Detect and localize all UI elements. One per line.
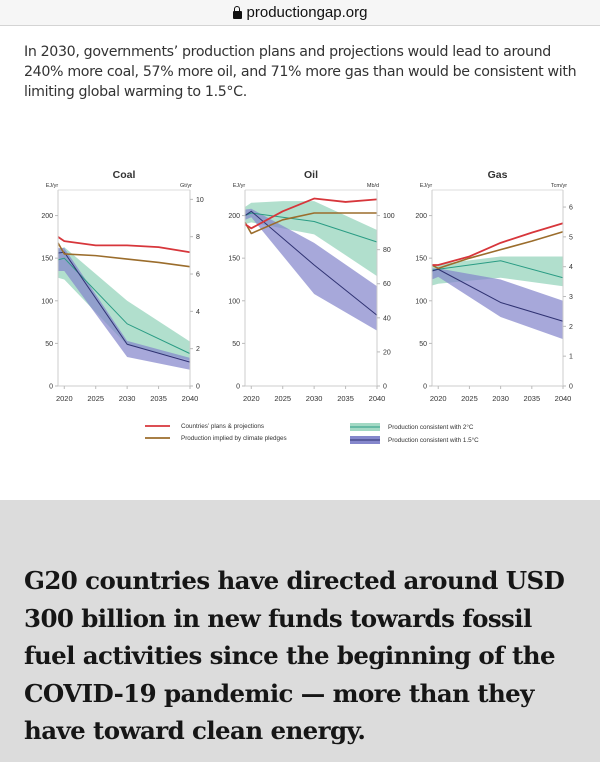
x-tick-label: 2030 <box>119 394 136 403</box>
right-tick-label: 40 <box>383 315 391 322</box>
right-tick-label: 0 <box>569 384 573 391</box>
right-tick-label: 4 <box>569 264 573 271</box>
headline-section: G20 countries have directed around USD 3… <box>0 500 600 762</box>
legend-item-plans: Countries’ plans & projections <box>145 423 264 430</box>
legend-label: Production consistent with 1.5°C <box>388 436 479 444</box>
right-tick-label: 8 <box>196 234 200 241</box>
right-tick-label: 2 <box>196 346 200 353</box>
x-tick-label: 2035 <box>150 394 167 403</box>
y-tick-label: 100 <box>415 298 427 305</box>
right-unit-label: Gt/yr <box>180 183 192 189</box>
right-tick-label: 0 <box>383 384 387 391</box>
y-tick-label: 200 <box>41 213 53 220</box>
band-2c <box>245 201 377 277</box>
y-tick-label: 200 <box>228 213 240 220</box>
panel-coal: Coal EJ/yr Gt/yr 0 50 100 150 200 0 2 4 6 8 10 2020 202… <box>41 169 204 403</box>
y-tick-label: 150 <box>415 256 427 263</box>
right-tick-label: 20 <box>383 349 391 356</box>
legend: Countries’ plans & projections Production… <box>145 423 479 444</box>
line-pledges <box>244 212 377 235</box>
panel-gas: Gas EJ/yr Tcm/yr 0 50 100 150 200 0 1 2 3 4 5 6 2020 202… <box>415 169 573 403</box>
legend-item-15c: Production consistent with 1.5°C <box>350 436 479 444</box>
panel-title: Oil <box>304 169 318 181</box>
panel-title: Coal <box>113 169 136 181</box>
x-tick-label: 2030 <box>492 394 509 403</box>
right-tick-label: 1 <box>569 354 573 361</box>
x-tick-label: 2025 <box>461 394 478 403</box>
line-pledges <box>431 230 564 270</box>
x-tick-label: 2020 <box>430 394 447 403</box>
band-2c <box>58 247 190 361</box>
line-plans <box>244 197 378 230</box>
right-tick-label: 2 <box>569 324 573 331</box>
legend-item-pledges: Production implied by climate pledges <box>145 435 287 442</box>
x-tick-label: 2035 <box>337 394 354 403</box>
y-tick-label: 0 <box>236 384 240 391</box>
y-tick-label: 0 <box>49 384 53 391</box>
line-1-5c <box>244 210 378 316</box>
panel-title: Gas <box>488 169 508 181</box>
line-2c <box>244 212 378 243</box>
right-tick-label: 6 <box>196 272 200 279</box>
line-1-5c <box>431 268 564 322</box>
right-unit-label: Mb/d <box>367 183 379 189</box>
right-tick-label: 0 <box>196 384 200 391</box>
x-tick-label: 2020 <box>243 394 260 403</box>
band-1-5c <box>58 247 190 370</box>
line-2c <box>57 257 191 355</box>
left-unit-label: EJ/yr <box>233 183 246 189</box>
band-1-5c <box>245 208 377 331</box>
lock-icon <box>232 5 242 19</box>
y-tick-label: 150 <box>41 256 53 263</box>
right-tick-label: 80 <box>383 247 391 254</box>
right-tick-label: 100 <box>383 213 395 220</box>
right-unit-label: Tcm/yr <box>551 183 567 189</box>
x-tick-label: 2040 <box>182 394 199 403</box>
y-tick-label: 100 <box>228 298 240 305</box>
x-tick-label: 2035 <box>523 394 540 403</box>
right-tick-label: 10 <box>196 197 204 204</box>
x-tick-label: 2025 <box>87 394 104 403</box>
x-tick-label: 2040 <box>369 394 386 403</box>
right-tick-label: 60 <box>383 281 391 288</box>
right-tick-label: 6 <box>569 205 573 212</box>
address-bar[interactable]: productiongap.org <box>0 0 600 26</box>
x-tick-label: 2030 <box>306 394 323 403</box>
x-tick-label: 2020 <box>56 394 73 403</box>
headline: G20 countries have directed around USD 3… <box>24 566 565 745</box>
y-tick-label: 50 <box>419 341 427 348</box>
band-1-5c <box>432 268 563 340</box>
y-tick-label: 150 <box>228 256 240 263</box>
right-tick-label: 5 <box>569 234 573 241</box>
legend-label: Production implied by climate pledges <box>181 435 287 442</box>
y-tick-label: 50 <box>45 341 53 348</box>
right-tick-label: 3 <box>569 294 573 301</box>
y-tick-label: 50 <box>232 341 240 348</box>
y-tick-label: 100 <box>41 298 53 305</box>
y-tick-label: 200 <box>415 213 427 220</box>
right-tick-label: 4 <box>196 309 200 316</box>
line-plans <box>57 236 191 254</box>
left-unit-label: EJ/yr <box>420 183 433 189</box>
line-pledges <box>57 242 191 268</box>
legend-label: Countries’ plans & projections <box>181 423 264 430</box>
y-tick-label: 0 <box>423 384 427 391</box>
x-tick-label: 2040 <box>555 394 572 403</box>
legend-label: Production consistent with 2°C <box>388 423 474 431</box>
line-plans <box>432 222 564 266</box>
x-tick-label: 2025 <box>274 394 291 403</box>
legend-item-2c: Production consistent with 2°C <box>350 423 474 431</box>
url-text[interactable]: productiongap.org <box>246 4 368 21</box>
left-unit-label: EJ/yr <box>46 183 59 189</box>
intro-paragraph: In 2030, governments’ production plans a… <box>24 44 577 100</box>
line-1-5c <box>57 251 191 363</box>
